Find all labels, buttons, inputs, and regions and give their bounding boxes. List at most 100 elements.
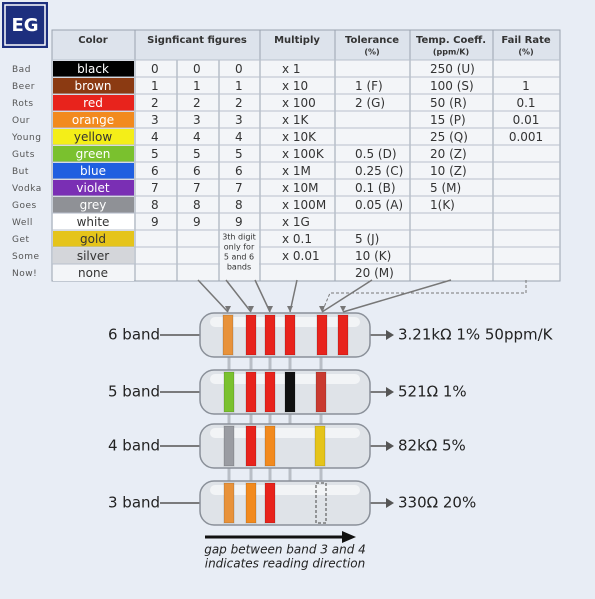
- multiply-cell: x 100K: [282, 147, 325, 161]
- tolerance-cell: 10 (K): [355, 249, 391, 263]
- failrate-cell: 0.01: [513, 113, 540, 127]
- failrate-cell: 1: [522, 79, 530, 93]
- third-digit-note: only for: [224, 243, 255, 252]
- color-name: white: [77, 215, 110, 229]
- tempco-cell: 100 (S): [430, 79, 474, 93]
- header-cell: Signficant figures: [147, 35, 247, 46]
- header-cell: (%): [364, 48, 379, 57]
- tempco-cell: 5 (M): [430, 181, 461, 195]
- arrow-head: [342, 531, 356, 543]
- color-swatch: [53, 214, 134, 230]
- caption: gap between band 3 and 4: [204, 543, 366, 557]
- third-digit-note: 5 and 6: [224, 253, 254, 262]
- color-name: violet: [76, 181, 109, 195]
- band: [223, 371, 235, 413]
- mnemonic: Young: [11, 133, 41, 143]
- band: [337, 314, 349, 356]
- tolerance-cell: 20 (M): [355, 266, 394, 280]
- mnemonic: Rots: [12, 99, 34, 109]
- color-swatch: [53, 231, 134, 247]
- color-swatch: [53, 112, 134, 128]
- tempco-cell: 10 (Z): [430, 164, 467, 178]
- digit: 1: [193, 79, 201, 93]
- band: [264, 425, 276, 467]
- digit: 8: [151, 198, 159, 212]
- digit: 6: [151, 164, 159, 178]
- header-cell: Fail Rate: [501, 35, 551, 46]
- pointer-head: [248, 306, 254, 312]
- pointer: [197, 279, 229, 313]
- band-label: 3 band: [108, 494, 160, 512]
- digit: 1: [151, 79, 159, 93]
- band: [245, 371, 257, 413]
- header-cell: Multiply: [274, 35, 320, 46]
- multiply-cell: x 1K: [282, 113, 310, 127]
- band: [284, 371, 296, 413]
- header-cell: Temp. Coeff.: [416, 35, 486, 46]
- mnemonic: Beer: [12, 82, 35, 92]
- digit: 2: [151, 96, 159, 110]
- mnemonic: Vodka: [12, 184, 42, 194]
- tolerance-cell: 0.05 (A): [355, 198, 403, 212]
- failrate-cell: 0.001: [509, 130, 543, 144]
- digit: 7: [235, 181, 243, 195]
- mnemonic: Some: [12, 252, 40, 262]
- band: [223, 482, 235, 524]
- multiply-cell: x 100: [282, 96, 316, 110]
- band: [316, 314, 328, 356]
- band: [314, 425, 326, 467]
- header-cell: (%): [518, 48, 533, 57]
- band-label: 6 band: [108, 326, 160, 344]
- tolerance-cell: 2 (G): [355, 96, 385, 110]
- mnemonic: Goes: [12, 201, 37, 211]
- tempco-cell: 250 (U): [430, 62, 475, 76]
- digit: 5: [193, 147, 201, 161]
- color-swatch: [53, 265, 134, 281]
- mnemonic: But: [12, 167, 29, 177]
- pointer-head: [319, 306, 325, 312]
- resistors: 6 band 3.21kΩ 1% 50ppm/K 5 band 521Ω 1% 4 ba…: [108, 279, 554, 526]
- band-label: 5 band: [108, 383, 160, 401]
- multiply-cell: x 0.01: [282, 249, 320, 263]
- multiply-cell: x 0.1: [282, 232, 312, 246]
- tempco-cell: 25 (Q): [430, 130, 468, 144]
- color-name: orange: [72, 113, 114, 127]
- color-swatch: [53, 129, 134, 145]
- band: [245, 482, 257, 524]
- color-swatch: [53, 78, 134, 94]
- band-label: 4 band: [108, 437, 160, 455]
- multiply-cell: x 10: [282, 79, 308, 93]
- logo-box: [2, 2, 48, 48]
- band-missing: [315, 482, 327, 524]
- multiply-cell: x 100M: [282, 198, 326, 212]
- pointer-head: [287, 306, 293, 312]
- color-swatch: [53, 146, 134, 162]
- tempco-cell: 1(K): [430, 198, 455, 212]
- third-digit-note: bands: [227, 263, 251, 272]
- multiply-cell: x 10K: [282, 130, 317, 144]
- multiply-cell: x 1M: [282, 164, 311, 178]
- color-name: silver: [77, 249, 109, 263]
- digit: 3: [235, 113, 243, 127]
- digit: 5: [235, 147, 243, 161]
- mnemonic: Well: [12, 218, 33, 228]
- mnemonic: Bad: [12, 65, 31, 75]
- digit: 8: [235, 198, 243, 212]
- band: [223, 425, 235, 467]
- color-name: gold: [80, 232, 106, 246]
- digit: 9: [193, 215, 201, 229]
- color-swatch: [53, 95, 134, 111]
- tempco-cell: 50 (R): [430, 96, 467, 110]
- tolerance-cell: 0.5 (D): [355, 147, 397, 161]
- pointer: [225, 279, 252, 313]
- digit: 0: [235, 62, 243, 76]
- lead-arrow: [386, 441, 394, 451]
- logo: EG: [11, 15, 38, 36]
- band: [284, 314, 296, 356]
- band: [264, 482, 276, 524]
- band: [222, 314, 234, 356]
- digit: 7: [193, 181, 201, 195]
- mnemonic: Now!: [12, 269, 37, 279]
- lead-arrow: [386, 330, 394, 340]
- band: [245, 314, 257, 356]
